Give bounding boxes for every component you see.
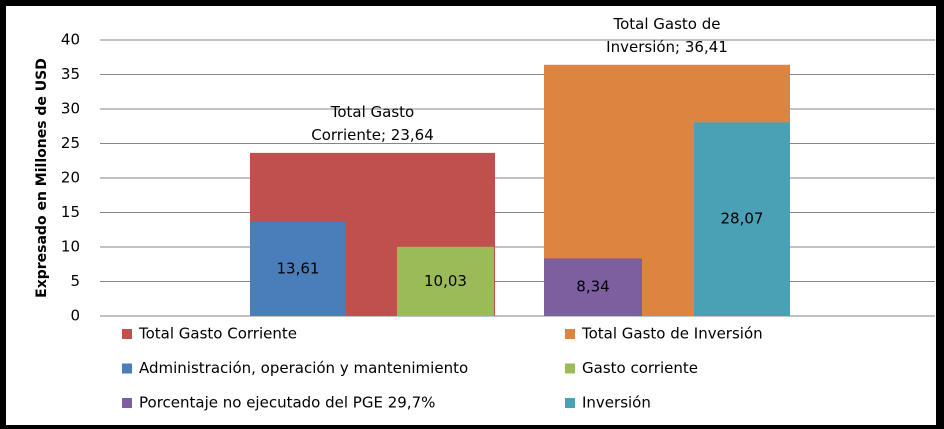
legend-swatch xyxy=(122,329,132,339)
data-label-box: Total Gasto Corriente; 23,64 xyxy=(311,102,434,144)
legend-swatch xyxy=(122,363,132,374)
legend-label: Total Gasto de Inversión xyxy=(581,325,763,343)
y-tick-label: 10 xyxy=(61,238,80,256)
data-label: 8,34 xyxy=(576,278,609,296)
legend-label: Inversión xyxy=(582,394,651,412)
data-label: 10,03 xyxy=(424,272,467,290)
y-tick-label: 20 xyxy=(61,169,80,187)
data-label: 13,61 xyxy=(277,260,320,278)
legend-swatch xyxy=(565,363,575,374)
legend-label: Gasto corriente xyxy=(582,359,698,377)
legend-swatch xyxy=(122,398,132,408)
y-tick-label: 5 xyxy=(70,272,80,290)
y-tick-label: 40 xyxy=(61,31,80,49)
y-tick-label: 0 xyxy=(70,307,80,325)
legend-label: Total Gasto Corriente xyxy=(138,325,297,343)
y-axis-title: Expresado en Millones de USD xyxy=(34,58,50,298)
bar xyxy=(397,246,494,316)
y-tick-label: 15 xyxy=(61,203,80,221)
data-label: Total Gasto de Inversión; 36,41 xyxy=(606,14,728,56)
y-tick-label: 25 xyxy=(61,134,80,152)
data-label: Total Gasto Corriente; 23,64 xyxy=(311,102,434,144)
data-label: 28,07 xyxy=(721,210,764,228)
bar xyxy=(250,222,346,316)
legend-label: Porcentaje no ejecutado del PGE 29,7% xyxy=(139,394,435,412)
y-tick-label: 35 xyxy=(61,65,80,83)
data-label-box: Total Gasto de Inversión; 36,41 xyxy=(606,14,728,56)
legend-swatch xyxy=(565,398,575,408)
bar xyxy=(694,122,790,316)
legend-swatch xyxy=(565,329,575,339)
legend-label: Administración, operación y mantenimient… xyxy=(139,359,468,377)
bar xyxy=(544,258,642,316)
y-tick-label: 30 xyxy=(61,100,80,118)
